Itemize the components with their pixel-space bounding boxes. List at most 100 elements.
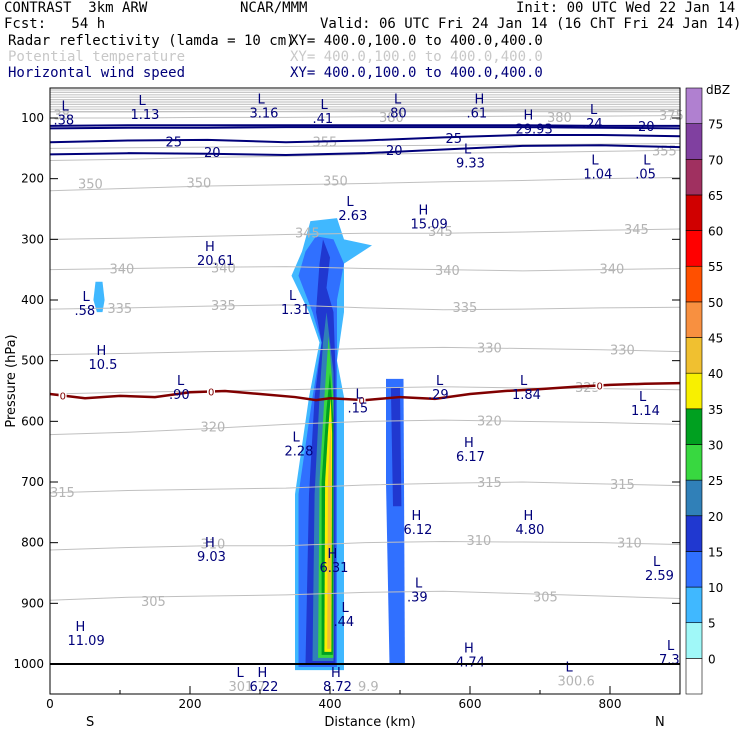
field-reflectivity-name: Radar reflectivity (lamda = 10 cm) (8, 33, 295, 49)
zero-label-bg (595, 380, 604, 391)
colorbar-swatch (685, 194, 703, 231)
low-marker: L (643, 154, 651, 169)
y-tick-label: 300 (21, 232, 44, 246)
zero-label-bg (357, 394, 366, 405)
forecast-hour: Fcst: 54 h (4, 16, 106, 32)
theta-contour-345 (49, 228, 681, 240)
model-title: CONTRAST 3km ARW (4, 0, 148, 16)
extremum-value: 2.28 (285, 445, 314, 460)
zero-label: 0 (359, 396, 365, 407)
high-marker: H (419, 203, 429, 218)
low-marker: L (667, 639, 675, 654)
colorbar-swatch (685, 658, 703, 695)
colorbar-label: 40 (708, 367, 723, 381)
reflectivity-cell-40dbz (327, 421, 332, 649)
theta-label: 38 (54, 109, 71, 124)
wind-contour-25 (49, 133, 681, 144)
low-marker: L (520, 374, 528, 389)
extremum-value: .58 (75, 304, 96, 319)
theta-label: 305 (533, 590, 558, 605)
low-marker: L (591, 154, 599, 169)
high-marker: H (331, 666, 341, 681)
extremum-value: 15.09 (411, 217, 448, 232)
theta-contour-330 (49, 346, 681, 356)
extremum-value: 1.13 (131, 108, 160, 123)
high-marker: H (76, 620, 86, 635)
low-marker: L (177, 374, 185, 389)
high-marker: H (97, 344, 107, 359)
theta-contour-340 (49, 266, 681, 272)
extremum-value: 1.31 (281, 303, 310, 318)
theta-label: 340 (435, 264, 460, 279)
zero-label: 0 (597, 381, 603, 392)
extremum-value: .61 (467, 106, 488, 121)
low-marker: L (653, 555, 661, 570)
x-end-label-north: N (655, 715, 665, 730)
y-tick-label: 200 (21, 172, 44, 186)
low-marker: L (289, 289, 297, 304)
low-marker: L (590, 103, 598, 118)
wind-label: 20 (638, 120, 655, 135)
colorbar-label: 45 (708, 332, 723, 346)
extremum-value: 20.61 (197, 254, 234, 269)
theta-contour-350 (49, 176, 681, 192)
x-tick-label: 800 (599, 697, 622, 711)
theta-label: 355 (652, 144, 677, 159)
colorbar-swatch (685, 337, 703, 374)
y-tick-label: 900 (21, 596, 44, 610)
extremum-value: 2.59 (645, 569, 674, 584)
x-end-label-south: S (86, 715, 94, 730)
zero-label-bg (58, 390, 67, 401)
high-marker: H (524, 109, 534, 124)
extremum-value: .80 (386, 106, 407, 121)
y-tick-label: 1000 (13, 657, 44, 671)
zero-label-bg (207, 386, 215, 397)
extremum-value: 29.93 (516, 123, 553, 138)
colorbar-label: 15 (708, 545, 723, 559)
extremum-value: 8.72 (323, 680, 352, 695)
theta-contour-360 (49, 142, 681, 149)
colorbar-swatch (685, 551, 703, 588)
theta-label: 375 (659, 109, 684, 124)
theta-label: 320 (201, 420, 226, 435)
theta-label: 340 (600, 263, 625, 278)
high-marker: H (205, 240, 215, 255)
colorbar-swatch (685, 479, 703, 517)
low-marker: L (356, 387, 364, 402)
low-marker: L (346, 195, 354, 210)
extremum-value: 1.04 (583, 168, 612, 183)
y-tick-label: 100 (21, 111, 44, 125)
extremum-value: 6.17 (456, 450, 485, 465)
extremum-value: .15 (348, 401, 369, 416)
extremum-value: 11.09 (68, 634, 105, 649)
colorbar-label: 65 (708, 189, 723, 203)
theta-label: 350 (323, 175, 348, 190)
theta-label: 350 (187, 177, 212, 192)
y-tick-label: 700 (21, 475, 44, 489)
low-marker: L (237, 666, 245, 681)
high-marker: H (464, 642, 474, 657)
extremum-value: 4.80 (516, 523, 545, 538)
extremum-value: 6.12 (404, 523, 433, 538)
colorbar-label: 70 (708, 153, 723, 167)
extremum-value: 7.3 (659, 653, 680, 668)
colorbar-swatch (685, 622, 703, 659)
high-marker: H (258, 666, 268, 681)
high-marker: H (475, 92, 485, 107)
center-name: NCAR/MMM (240, 0, 308, 16)
theta-label: 310 (201, 537, 226, 552)
theta-label: 320 (477, 414, 502, 429)
theta-label: 310 (467, 534, 492, 549)
extremum-value: 10.5 (89, 358, 118, 373)
theta-label: 340 (211, 261, 236, 276)
zero-label: 0 (208, 387, 214, 398)
theta-label: 335 (107, 302, 132, 317)
colorbar-label: 50 (708, 296, 723, 310)
extremum-value: 1.14 (631, 404, 660, 419)
reflectivity-cell-15dbz (390, 387, 402, 507)
theta-label: 380 (547, 111, 572, 126)
extremum-value: 3.16 (250, 106, 279, 121)
extremum-value: 9.03 (197, 550, 226, 565)
